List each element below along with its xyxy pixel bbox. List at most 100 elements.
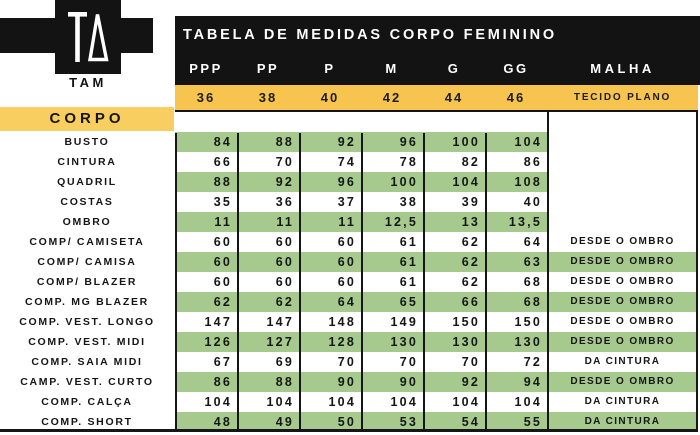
table-header-band	[175, 16, 700, 85]
value-cell: 147	[266, 315, 294, 329]
value-cell: 94	[523, 375, 542, 389]
value-cell: 100	[390, 175, 418, 189]
value-cell: 68	[523, 275, 542, 289]
value-cell: 104	[390, 395, 418, 409]
size-number-m: 42	[382, 90, 402, 105]
table-row: COMP. VEST. MIDI 126 127 128 130 130 130 DESDE …	[0, 332, 700, 352]
value-cell: 88	[275, 375, 294, 389]
value-cell: 130	[514, 335, 542, 349]
value-cell: 11	[338, 215, 356, 229]
grid-vline	[237, 133, 239, 430]
grid-vline	[299, 133, 301, 430]
table-row: CAMP. VEST. CURTO 86 88 90 90 92 94 DESDE O OMB…	[0, 372, 700, 392]
value-cell: 64	[337, 295, 356, 309]
table-row: COMP. CALÇA 104 104 104 104 104 104 DA CINTURA	[0, 392, 700, 412]
value-cell: 60	[275, 255, 294, 269]
table-row: COMP. SAIA MIDI 67 69 70 70 70 72 DA CINTURA	[0, 352, 700, 372]
note-cell: DESDE O OMBRO	[547, 252, 698, 272]
value-cell: 39	[461, 195, 480, 209]
value-cell: 70	[399, 355, 418, 369]
value-cell: 88	[275, 135, 294, 149]
size-header-pp: PP	[256, 61, 280, 76]
size-header-ppp: PPP	[189, 61, 223, 76]
size-number-ppp: 36	[196, 90, 216, 105]
value-cell: 40	[523, 195, 542, 209]
value-cell: 82	[461, 155, 480, 169]
value-cell: 13,5	[508, 215, 542, 229]
row-label: COMP. SAIA MIDI	[31, 356, 143, 368]
value-cell: 90	[337, 375, 356, 389]
value-cell: 37	[337, 195, 356, 209]
value-cell: 92	[461, 375, 480, 389]
value-cell: 66	[213, 155, 232, 169]
table-bottom-border	[0, 429, 698, 432]
note-cell	[547, 152, 698, 172]
value-cell: 70	[337, 355, 356, 369]
row-label: CAMP. VEST. CURTO	[20, 376, 154, 388]
value-cell: 78	[399, 155, 418, 169]
size-header-gg: GG	[503, 61, 529, 76]
table-title: TABELA DE MEDIDAS CORPO FEMININO	[183, 27, 557, 43]
value-cell: 104	[514, 395, 542, 409]
row-label: QUADRIL	[57, 176, 117, 188]
value-cell: 60	[213, 255, 232, 269]
t-delta-monogram-icon	[68, 12, 109, 62]
size-header-p: P	[324, 61, 336, 76]
value-cell: 64	[523, 235, 542, 249]
table-row: COMP/ BLAZER 60 60 60 61 62 68 DESDE O OMBRO	[0, 272, 700, 292]
value-cell: 38	[399, 195, 418, 209]
value-cell: 63	[523, 255, 542, 269]
value-cell: 96	[399, 135, 418, 149]
value-cell: 11	[214, 215, 232, 229]
value-cell: 84	[213, 135, 232, 149]
value-cell: 130	[452, 335, 480, 349]
table-row: COMP. SHORT 48 49 50 53 54 55 DA CINTURA	[0, 412, 700, 432]
row-label: COMP. VEST. LONGO	[19, 316, 155, 328]
value-cell: 86	[213, 375, 232, 389]
value-cell: 147	[204, 315, 232, 329]
size-number-band	[175, 85, 698, 110]
value-cell: 11	[276, 215, 294, 229]
table-row: QUADRIL 88 92 96 100 104 108	[0, 172, 700, 192]
size-number-g: 44	[444, 90, 464, 105]
value-cell: 104	[328, 395, 356, 409]
value-cell: 66	[461, 295, 480, 309]
malha-column-value: TECIDO PLANO	[573, 92, 672, 103]
value-cell: 90	[399, 375, 418, 389]
value-cell: 88	[213, 175, 232, 189]
table-row: COSTAS 35 36 37 38 39 40	[0, 192, 700, 212]
value-cell: 61	[399, 235, 418, 249]
table-row: COMP/ CAMISA 60 60 60 61 62 63 DESDE O OMBRO	[0, 252, 700, 272]
value-cell: 35	[213, 195, 232, 209]
size-header-m: M	[385, 61, 399, 76]
value-cell: 130	[390, 335, 418, 349]
size-number-pp: 38	[258, 90, 278, 105]
grid-vline	[361, 133, 363, 430]
table-row: COMP/ CAMISETA 60 60 60 61 62 64 DESDE O OMBRO	[0, 232, 700, 252]
value-cell: 61	[399, 255, 418, 269]
value-cell: 53	[399, 415, 418, 429]
value-cell: 92	[275, 175, 294, 189]
value-cell: 54	[461, 415, 480, 429]
table-row: CINTURA 66 70 74 78 82 86	[0, 152, 700, 172]
row-label: COMP/ BLAZER	[36, 276, 138, 288]
grid-vline	[696, 111, 698, 430]
value-cell: 74	[337, 155, 356, 169]
size-number-gg: 46	[506, 90, 526, 105]
row-label: COMP/ CAMISETA	[29, 236, 145, 248]
note-cell: DESDE O OMBRO	[547, 372, 698, 392]
value-cell: 149	[390, 315, 418, 329]
value-cell: 128	[328, 335, 356, 349]
value-cell: 92	[337, 135, 356, 149]
value-cell: 60	[337, 255, 356, 269]
note-cell	[547, 132, 698, 152]
value-cell: 13	[461, 215, 480, 229]
value-cell: 108	[514, 175, 542, 189]
value-cell: 70	[461, 355, 480, 369]
value-cell: 150	[452, 315, 480, 329]
note-cell	[547, 212, 698, 232]
note-cell: DA CINTURA	[547, 412, 698, 432]
value-cell: 67	[213, 355, 232, 369]
value-cell: 65	[399, 295, 418, 309]
